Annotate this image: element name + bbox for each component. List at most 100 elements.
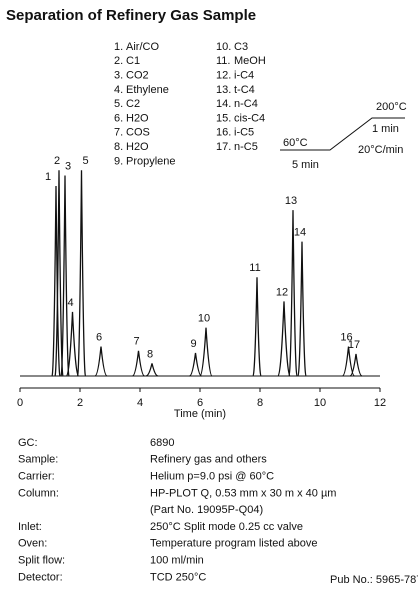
temp-rate: 20°C/min bbox=[358, 144, 403, 156]
peak-label: 8 bbox=[147, 348, 153, 360]
condition-value: (Part No. 19095P-Q04) bbox=[150, 504, 263, 516]
compound-name: H2O bbox=[126, 112, 149, 124]
peak-label: 12 bbox=[276, 286, 288, 298]
compound-name: t-C4 bbox=[234, 84, 255, 96]
condition-value: TCD 250°C bbox=[150, 571, 206, 583]
compound-name: n-C5 bbox=[234, 141, 258, 153]
peak bbox=[60, 175, 70, 377]
condition-label: Carrier: bbox=[18, 471, 55, 483]
peak bbox=[94, 346, 108, 377]
compound-number: 5. bbox=[114, 98, 123, 110]
peak bbox=[288, 210, 298, 377]
compound-name: Ethylene bbox=[126, 84, 169, 96]
compound-number: 6. bbox=[114, 112, 123, 124]
compound-name: Air/CO bbox=[126, 41, 159, 53]
condition-label: Column: bbox=[18, 487, 59, 499]
peak-label: 2 bbox=[54, 155, 60, 167]
compound-name: C1 bbox=[126, 55, 140, 67]
compound-number: 17. bbox=[216, 141, 231, 153]
temp-hold1: 5 min bbox=[292, 159, 319, 171]
title: Separation of Refinery Gas Sample bbox=[6, 7, 256, 24]
temp-start: 60°C bbox=[283, 137, 308, 149]
peak-label: 4 bbox=[67, 297, 73, 309]
temp-profile bbox=[280, 117, 405, 151]
compound-number: 4. bbox=[114, 84, 123, 96]
compound-number: 16. bbox=[216, 127, 231, 139]
compound-number: 8. bbox=[114, 141, 123, 153]
compound-number: 11. bbox=[216, 55, 230, 67]
condition-value: 6890 bbox=[150, 437, 174, 449]
condition-value: 100 ml/min bbox=[150, 555, 204, 567]
condition-value: Temperature program listed above bbox=[150, 538, 318, 550]
compound-number: 10. bbox=[216, 41, 231, 53]
condition-label: Oven: bbox=[18, 538, 47, 550]
peak-label: 16 bbox=[340, 332, 352, 344]
compound-name: i-C4 bbox=[234, 70, 254, 82]
condition-value: Helium p=9.0 psi @ 60°C bbox=[150, 471, 274, 483]
condition-value: Refinery gas and others bbox=[150, 454, 267, 466]
peak bbox=[277, 301, 291, 377]
peak-label: 13 bbox=[285, 195, 297, 207]
compound-number: 9. bbox=[114, 155, 123, 167]
peak bbox=[145, 363, 159, 377]
peak bbox=[54, 170, 64, 377]
x-tick-label: 2 bbox=[77, 397, 83, 409]
compound-name: MeOH bbox=[234, 55, 266, 67]
peak-label: 11 bbox=[249, 262, 260, 274]
compound-number: 14. bbox=[216, 98, 231, 110]
x-tick-label: 12 bbox=[374, 397, 386, 409]
peak-label: 6 bbox=[96, 332, 102, 344]
peak bbox=[132, 350, 145, 377]
peak bbox=[349, 353, 363, 377]
peak bbox=[76, 170, 87, 377]
peak-label: 7 bbox=[133, 336, 139, 348]
peak-label: 10 bbox=[198, 313, 210, 325]
x-tick-label: 8 bbox=[257, 397, 263, 409]
peak-label: 17 bbox=[348, 339, 360, 351]
peak-label: 14 bbox=[294, 227, 306, 239]
peak-label: 3 bbox=[65, 160, 71, 172]
peak bbox=[342, 346, 355, 377]
compound-name: C2 bbox=[126, 98, 140, 110]
peak bbox=[51, 185, 61, 377]
condition-value: HP-PLOT Q, 0.53 mm x 30 m x 40 µm bbox=[150, 487, 336, 499]
compound-name: CO2 bbox=[126, 70, 149, 82]
pub-no: Pub No.: 5965-7872 bbox=[330, 574, 418, 586]
peak bbox=[189, 352, 202, 377]
compound-number: 12. bbox=[216, 70, 231, 82]
peak bbox=[199, 327, 213, 377]
x-tick-label: 10 bbox=[314, 397, 326, 409]
peak-label: 1 bbox=[45, 171, 51, 183]
condition-label: Inlet: bbox=[18, 521, 42, 533]
compound-number: 2. bbox=[114, 55, 123, 67]
temp-end: 200°C bbox=[376, 101, 407, 113]
temp-program: 60°C 5 min 20°C/min 200°C 1 min bbox=[280, 101, 407, 171]
compound-number: 3. bbox=[114, 70, 123, 82]
compound-name: C3 bbox=[234, 41, 248, 53]
condition-label: Sample: bbox=[18, 454, 58, 466]
compound-name: Propylene bbox=[126, 155, 176, 167]
peak bbox=[252, 277, 262, 377]
compound-name: i-C5 bbox=[234, 127, 254, 139]
condition-label: Detector: bbox=[18, 571, 63, 583]
compound-name: cis-C4 bbox=[234, 112, 265, 124]
compound-number: 1. bbox=[114, 41, 123, 53]
compound-name: COS bbox=[126, 127, 150, 139]
x-tick-label: 0 bbox=[17, 397, 23, 409]
compound-name: n-C4 bbox=[234, 98, 258, 110]
condition-label: GC: bbox=[18, 437, 38, 449]
compound-number: 15. bbox=[216, 112, 231, 124]
peak-label: 5 bbox=[82, 155, 88, 167]
x-axis-label: Time (min) bbox=[174, 408, 226, 420]
condition-value: 250°C Split mode 0.25 cc valve bbox=[150, 521, 303, 533]
x-tick-label: 6 bbox=[197, 397, 203, 409]
peak bbox=[297, 241, 307, 377]
compound-number: 13. bbox=[216, 84, 231, 96]
peak bbox=[65, 311, 80, 377]
temp-hold2: 1 min bbox=[372, 123, 399, 135]
x-tick-label: 4 bbox=[137, 397, 143, 409]
compound-name: H2O bbox=[126, 141, 149, 153]
condition-label: Split flow: bbox=[18, 555, 65, 567]
peak-label: 9 bbox=[190, 338, 196, 350]
